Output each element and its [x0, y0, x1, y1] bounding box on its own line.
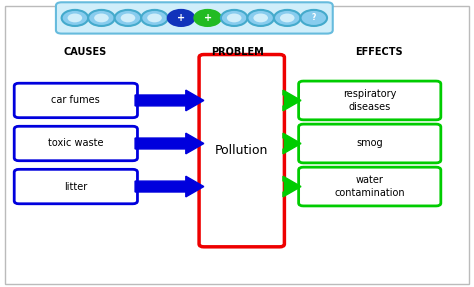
Text: respiratory
diseases: respiratory diseases	[343, 89, 396, 112]
FancyArrow shape	[135, 133, 204, 154]
FancyBboxPatch shape	[299, 167, 441, 206]
FancyBboxPatch shape	[14, 126, 137, 161]
Text: +: +	[177, 13, 185, 23]
FancyArrow shape	[283, 176, 301, 197]
Circle shape	[121, 13, 135, 22]
Circle shape	[221, 10, 247, 26]
Circle shape	[141, 10, 168, 26]
FancyBboxPatch shape	[56, 2, 333, 34]
FancyBboxPatch shape	[299, 81, 441, 120]
Text: toxic waste: toxic waste	[48, 139, 104, 148]
Circle shape	[227, 13, 241, 22]
Text: smog: smog	[356, 139, 383, 148]
FancyBboxPatch shape	[14, 83, 137, 118]
Text: ?: ?	[311, 13, 316, 22]
Text: water
contamination: water contamination	[335, 175, 405, 198]
Text: Pollution: Pollution	[215, 144, 268, 157]
FancyBboxPatch shape	[5, 6, 469, 284]
Circle shape	[254, 13, 268, 22]
FancyArrow shape	[283, 90, 301, 111]
FancyBboxPatch shape	[199, 55, 284, 247]
Text: −: −	[230, 13, 238, 23]
Circle shape	[68, 13, 82, 22]
Circle shape	[94, 13, 109, 22]
Circle shape	[115, 10, 141, 26]
Text: car fumes: car fumes	[52, 96, 100, 105]
FancyBboxPatch shape	[299, 124, 441, 163]
FancyArrow shape	[135, 90, 204, 111]
Text: EFFECTS: EFFECTS	[356, 47, 403, 57]
Text: PROBLEM: PROBLEM	[210, 47, 264, 57]
Circle shape	[247, 10, 274, 26]
Circle shape	[274, 10, 301, 26]
Text: +: +	[203, 13, 212, 23]
FancyArrow shape	[135, 176, 204, 197]
Text: litter: litter	[64, 182, 88, 191]
Circle shape	[147, 13, 162, 22]
Circle shape	[301, 10, 327, 26]
Circle shape	[280, 13, 294, 22]
Text: CAUSES: CAUSES	[64, 47, 107, 57]
Circle shape	[88, 10, 115, 26]
Circle shape	[168, 10, 194, 26]
FancyArrow shape	[283, 133, 301, 154]
FancyBboxPatch shape	[14, 169, 137, 204]
Circle shape	[62, 10, 88, 26]
Circle shape	[194, 10, 221, 26]
